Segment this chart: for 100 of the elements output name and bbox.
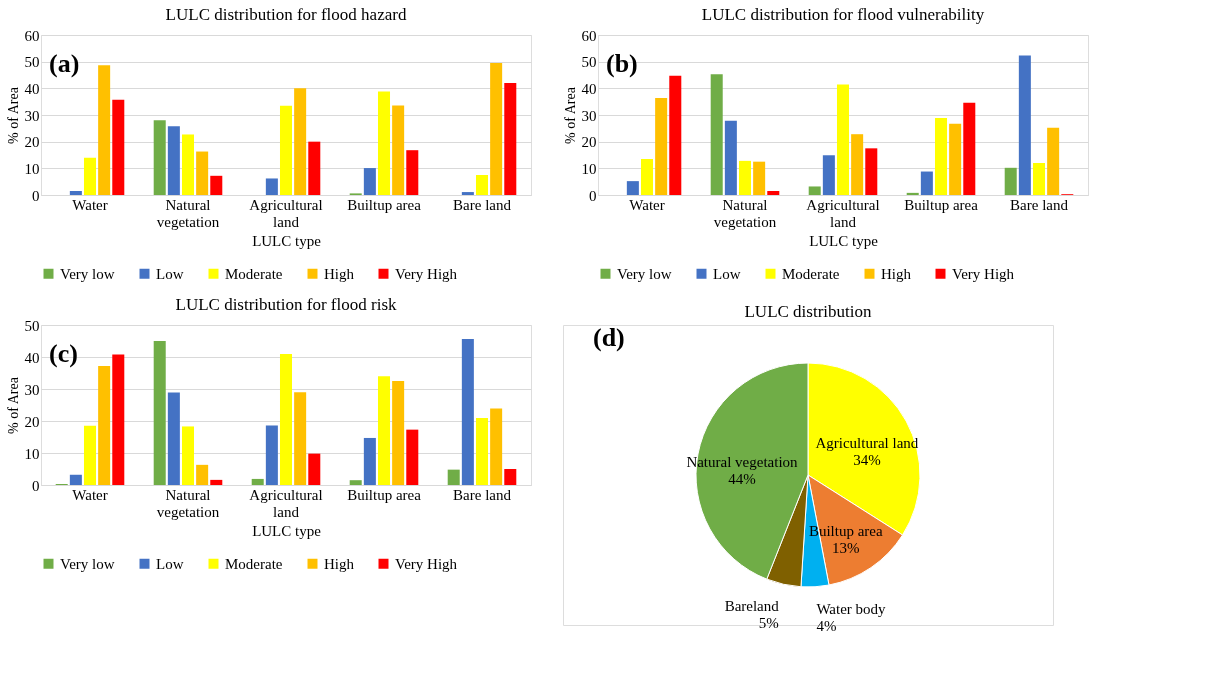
legend-label: Very High xyxy=(952,265,1015,282)
bar xyxy=(153,341,166,485)
y-tick-label: 30 xyxy=(24,107,40,124)
legend-label: Low xyxy=(713,265,741,282)
bar xyxy=(490,63,503,195)
legend-label: Moderate xyxy=(225,555,283,572)
x-tick-label: Agricultural land xyxy=(806,196,880,230)
x-tick-label: Builtup area xyxy=(347,486,422,503)
y-tick-label: 30 xyxy=(581,107,597,124)
y-tick-label: 50 xyxy=(24,54,40,71)
bar xyxy=(363,168,376,195)
bar xyxy=(934,117,948,195)
bar xyxy=(822,155,835,195)
bar xyxy=(710,74,723,195)
x-axis-title: LULC type xyxy=(252,522,322,539)
bar xyxy=(808,186,821,195)
y-tick-label: 50 xyxy=(581,54,597,71)
y-tick-label: 0 xyxy=(32,187,40,204)
y-tick-label: 0 xyxy=(32,477,40,494)
chart-title: LULC distribution for flood hazard xyxy=(165,5,407,24)
legend-label: Very High xyxy=(395,265,458,282)
x-tick-label: Bare land xyxy=(1010,196,1069,213)
bar xyxy=(265,425,278,485)
bar xyxy=(196,464,209,485)
y-tick-label: 40 xyxy=(581,80,597,97)
legend-label: High xyxy=(324,555,355,572)
y-tick-label: 30 xyxy=(24,381,40,398)
bar xyxy=(504,469,517,485)
legend-label: Very low xyxy=(617,265,672,282)
bar xyxy=(836,84,850,195)
bar xyxy=(461,192,474,195)
bar xyxy=(308,453,321,485)
x-tick-label: Natural vegetation xyxy=(713,196,777,230)
bar xyxy=(308,141,321,195)
legend-label: Very low xyxy=(60,265,115,282)
bar xyxy=(349,480,362,485)
data-label: 4% xyxy=(816,617,837,634)
x-tick-label: Agricultural land xyxy=(249,486,323,520)
bar xyxy=(767,191,780,195)
chart-title: LULC distribution for flood vulnerability xyxy=(701,5,985,24)
bar xyxy=(475,418,489,485)
bar xyxy=(98,365,111,485)
bar xyxy=(1018,55,1031,195)
y-axis-title: % of Area xyxy=(5,86,21,144)
bar xyxy=(112,99,125,195)
bar xyxy=(1047,127,1060,195)
data-label: 34% xyxy=(853,451,881,468)
bar xyxy=(377,91,391,195)
bar xyxy=(906,192,919,195)
bar xyxy=(920,171,933,195)
bar xyxy=(167,126,180,195)
bar xyxy=(504,83,517,195)
bar xyxy=(279,105,293,195)
y-tick-label: 10 xyxy=(24,445,40,462)
x-axis-title: LULC type xyxy=(809,232,879,249)
bar xyxy=(98,65,111,195)
legend-label: Low xyxy=(156,555,184,572)
y-tick-label: 0 xyxy=(589,187,597,204)
slice-label: Bareland xyxy=(724,597,780,614)
bar xyxy=(279,354,293,485)
annotation: (c) xyxy=(49,339,78,368)
y-tick-label: 40 xyxy=(24,349,40,366)
x-tick-label: Water xyxy=(629,196,665,213)
bar xyxy=(69,191,82,195)
x-tick-label: Bare land xyxy=(453,486,512,503)
bar xyxy=(363,437,376,485)
bar xyxy=(724,120,737,195)
legend-label: Moderate xyxy=(225,265,283,282)
bar xyxy=(1032,163,1046,195)
legend-label: High xyxy=(881,265,912,282)
bar xyxy=(865,148,878,195)
bar xyxy=(851,134,864,195)
bar xyxy=(294,88,307,195)
legend-label: Very High xyxy=(395,555,458,572)
bar xyxy=(181,426,195,485)
x-tick-label: Agricultural land xyxy=(249,196,323,230)
bar xyxy=(210,175,223,195)
x-tick-label: Natural vegetation xyxy=(156,196,220,230)
bar xyxy=(83,157,97,195)
y-tick-label: 50 xyxy=(24,317,40,334)
bar xyxy=(490,408,503,485)
bar xyxy=(1004,167,1017,195)
bar xyxy=(626,181,639,195)
x-tick-label: Builtup area xyxy=(904,196,979,213)
slice-label: Water body xyxy=(816,600,887,617)
bar xyxy=(167,392,180,485)
text: (d) xyxy=(593,323,625,352)
bar xyxy=(377,376,391,485)
bar xyxy=(447,469,460,485)
y-tick-label: 20 xyxy=(24,134,40,151)
bar xyxy=(392,105,405,195)
bar xyxy=(406,150,419,195)
x-axis-title: LULC type xyxy=(252,232,322,249)
bar xyxy=(753,161,766,195)
bar xyxy=(153,120,166,195)
y-tick-label: 60 xyxy=(24,27,40,44)
bar xyxy=(461,339,474,485)
annotation: (b) xyxy=(606,49,638,78)
bar xyxy=(112,354,125,485)
legend-label: Low xyxy=(156,265,184,282)
